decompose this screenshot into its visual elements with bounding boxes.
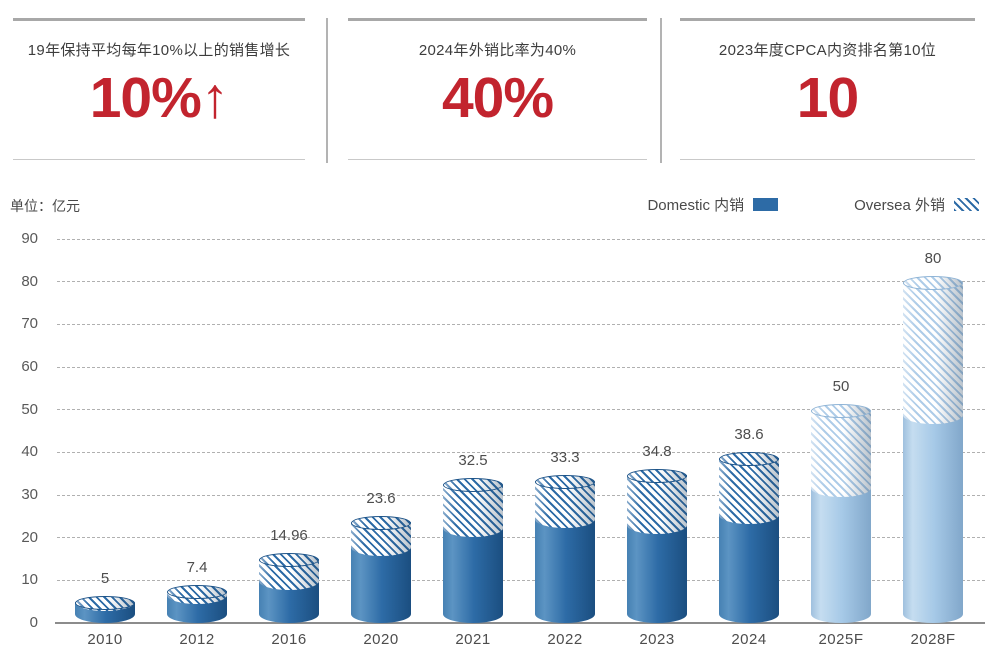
gridline xyxy=(57,238,985,240)
stat-card-value: 10%↑ xyxy=(89,66,230,130)
bar-segment-domestic xyxy=(719,515,779,623)
stat-card-title: 2024年外销比率为40% xyxy=(418,42,577,59)
card-divider xyxy=(660,18,662,163)
card-divider xyxy=(326,18,328,163)
bar-cylinder-2025F xyxy=(811,402,871,623)
bar-segment-oversea xyxy=(719,458,779,524)
x-tick-label: 2028F xyxy=(910,631,956,648)
gridline xyxy=(57,579,985,581)
x-tick-label: 2023 xyxy=(639,631,675,648)
unit-label: 单位：亿元 xyxy=(10,198,80,214)
x-tick-label: 2016 xyxy=(271,631,307,648)
y-tick-label: 70 xyxy=(21,315,38,333)
x-tick-label: 2021 xyxy=(455,631,491,648)
legend-swatch-solid xyxy=(753,198,779,211)
bar-segment-oversea xyxy=(627,474,687,534)
bar-cylinder-2012 xyxy=(167,583,227,623)
bar-top-cap xyxy=(75,595,135,610)
x-tick-label: 2024 xyxy=(731,631,767,648)
bar-segment-domestic xyxy=(535,519,595,623)
bar-cylinder-2028F xyxy=(903,274,963,623)
legend-item-oversea: Oversea 外销 xyxy=(854,194,979,215)
bar-segment-domestic xyxy=(627,524,687,623)
x-tick-label: 2022 xyxy=(547,631,583,648)
bar-cylinder-2010 xyxy=(75,594,135,623)
legend-item-domestic: Domestic 内销 xyxy=(647,194,779,215)
bar-segment-oversea xyxy=(811,409,871,498)
bar-value-label: 5 xyxy=(100,569,110,587)
legend-swatch-hatch xyxy=(954,198,979,211)
stat-card-title: 19年保持平均每年10%以上的销售增长 xyxy=(27,42,291,59)
bar-value-label: 33.3 xyxy=(550,448,580,466)
bar-cylinder-2020 xyxy=(351,514,411,623)
bar-value-label: 50 xyxy=(832,377,850,395)
stat-card-title: 2023年度CPCA内资排名第10位 xyxy=(718,42,937,59)
x-tick-label: 2020 xyxy=(363,631,399,648)
gridline xyxy=(57,366,985,368)
x-tick-label: 2025F xyxy=(818,631,864,648)
bar-cylinder-2016 xyxy=(259,551,319,623)
bar-segment-domestic xyxy=(443,527,503,623)
bar-cylinder-2022 xyxy=(535,473,595,623)
bar-top-cap xyxy=(259,553,319,568)
bar-segment-domestic xyxy=(811,488,871,623)
bar-cylinder-2021 xyxy=(443,476,503,623)
bar-top-cap xyxy=(443,478,503,493)
y-tick-label: 60 xyxy=(21,358,38,375)
y-tick-label: 0 xyxy=(29,614,38,631)
y-tick-label: 50 xyxy=(21,400,38,418)
gridline xyxy=(57,323,985,325)
x-tick-label: 2010 xyxy=(87,631,123,648)
y-tick-label: 40 xyxy=(21,443,38,461)
bar-segment-domestic xyxy=(903,414,963,623)
stat-card-export-ratio: 2024年外销比率为40% 40% xyxy=(348,18,647,160)
gridline xyxy=(57,409,985,411)
stat-card-value: 40% xyxy=(441,66,554,130)
bar-segment-domestic xyxy=(351,546,411,623)
bar-value-label: 14.96 xyxy=(270,527,308,545)
y-tick-label: 20 xyxy=(21,528,38,546)
stat-card-cpca-rank: 2023年度CPCA内资排名第10位 10 xyxy=(680,18,975,160)
bar-top-cap xyxy=(627,468,687,483)
stat-card-sales-growth: 19年保持平均每年10%以上的销售增长 10%↑ xyxy=(13,18,305,160)
gridline xyxy=(57,537,985,539)
y-tick-label: 90 xyxy=(21,230,38,247)
bar-segment-oversea xyxy=(903,281,963,424)
bar-cylinder-2024 xyxy=(719,450,779,623)
y-tick-label: 30 xyxy=(21,486,38,503)
bar-top-cap xyxy=(167,585,227,600)
y-tick-label: 80 xyxy=(21,272,38,290)
chart-legend: Domestic 内销 Oversea 外销 xyxy=(647,194,979,215)
legend-label: Domestic 内销 xyxy=(647,197,745,214)
bar-value-label: 32.5 xyxy=(458,452,488,470)
x-axis-line xyxy=(55,622,985,624)
stat-card-value: 10 xyxy=(796,66,859,130)
bar-segment-oversea xyxy=(443,484,503,537)
y-tick-label: 10 xyxy=(21,571,38,589)
bar-value-label: 7.4 xyxy=(186,559,208,577)
gridline xyxy=(57,281,985,283)
bar-top-cap xyxy=(903,275,963,290)
gridline xyxy=(57,494,985,496)
x-tick-label: 2012 xyxy=(179,631,215,648)
bar-value-label: 23.6 xyxy=(366,490,396,508)
bar-top-cap xyxy=(535,474,595,489)
bar-value-label: 38.6 xyxy=(734,426,764,444)
bar-value-label: 34.8 xyxy=(642,442,672,460)
bar-cylinder-2023 xyxy=(627,467,687,623)
legend-label: Oversea 外销 xyxy=(854,197,945,214)
gridline xyxy=(57,451,985,453)
bar-top-cap xyxy=(811,403,871,418)
bar-top-cap xyxy=(719,452,779,467)
bar-top-cap xyxy=(351,516,411,531)
bar-value-label: 80 xyxy=(924,249,942,267)
